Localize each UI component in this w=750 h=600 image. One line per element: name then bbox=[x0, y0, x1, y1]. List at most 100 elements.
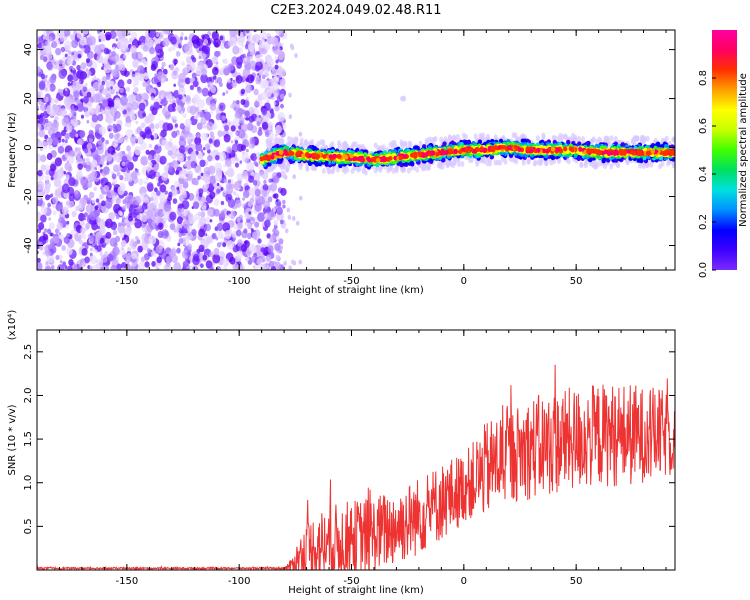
noise-blob bbox=[190, 67, 195, 72]
noise-blob bbox=[39, 116, 47, 126]
noise-blob bbox=[51, 41, 58, 49]
noise-blob bbox=[254, 221, 260, 228]
outlier-point bbox=[400, 95, 407, 102]
noise-blob bbox=[228, 213, 232, 218]
noise-blob bbox=[50, 193, 54, 198]
noise-blob bbox=[64, 88, 68, 92]
noise-blob bbox=[179, 123, 185, 130]
noise-blob bbox=[145, 149, 150, 155]
ridge-halo bbox=[580, 136, 585, 143]
noise-blob bbox=[48, 97, 52, 102]
noise-blob bbox=[173, 83, 176, 87]
noise-blob bbox=[46, 228, 52, 234]
noise-blob bbox=[121, 161, 126, 167]
noise-blob bbox=[116, 263, 122, 270]
ridge-halo bbox=[672, 161, 675, 168]
noise-blob bbox=[282, 199, 286, 205]
noise-blob bbox=[274, 56, 278, 60]
noise-blob bbox=[94, 107, 101, 115]
noise-blob bbox=[227, 63, 234, 71]
ridge-halo bbox=[321, 167, 326, 174]
noise-blob bbox=[159, 155, 167, 165]
noise-blob bbox=[245, 116, 249, 121]
ridge-halo bbox=[455, 133, 460, 140]
noise-blob bbox=[72, 86, 77, 92]
noise-blob bbox=[187, 212, 194, 220]
noise-blob bbox=[70, 107, 76, 115]
noise-blob bbox=[227, 121, 231, 126]
noise-blob bbox=[42, 251, 46, 256]
noise-blob bbox=[46, 62, 54, 71]
noise-blob bbox=[198, 55, 202, 60]
noise-blob bbox=[94, 205, 99, 210]
figure-title: C2E3.2024.049.02.48.R11 bbox=[270, 3, 441, 18]
noise-blob bbox=[229, 257, 236, 265]
noise-blob bbox=[226, 167, 235, 178]
noise-blob bbox=[64, 132, 70, 140]
noise-blob bbox=[52, 137, 59, 146]
noise-blob bbox=[169, 223, 176, 231]
noise-blob bbox=[50, 176, 54, 181]
noise-blob bbox=[277, 112, 286, 122]
noise-blob bbox=[55, 202, 63, 212]
noise-blob bbox=[182, 219, 190, 229]
noise-blob bbox=[78, 147, 81, 151]
noise-blob bbox=[59, 108, 68, 118]
noise-blob bbox=[255, 76, 262, 85]
noise-blob bbox=[291, 216, 296, 222]
noise-blob bbox=[81, 47, 85, 53]
noise-blob bbox=[244, 57, 248, 62]
ridge-halo bbox=[402, 166, 407, 173]
noise-blob bbox=[101, 66, 105, 71]
noise-blob bbox=[213, 198, 220, 206]
noise-blob bbox=[153, 163, 159, 170]
noise-blob bbox=[108, 128, 111, 132]
noise-blob bbox=[117, 185, 125, 196]
noise-blob bbox=[266, 233, 271, 239]
noise-blob bbox=[230, 140, 234, 144]
noise-blob bbox=[236, 173, 244, 182]
noise-blob bbox=[203, 39, 209, 45]
noise-blob bbox=[288, 92, 292, 98]
noise-blob bbox=[209, 102, 217, 111]
ridge-halo bbox=[495, 159, 500, 166]
noise-blob bbox=[223, 188, 227, 193]
noise-blob bbox=[96, 145, 104, 155]
noise-blob bbox=[97, 113, 104, 122]
noise-blob bbox=[104, 238, 110, 244]
noise-blob bbox=[78, 212, 85, 222]
noise-blob bbox=[37, 36, 45, 45]
noise-blob bbox=[115, 38, 119, 42]
noise-blob bbox=[120, 95, 128, 106]
noise-blob bbox=[255, 54, 262, 63]
noise-blob bbox=[131, 252, 137, 260]
noise-blob bbox=[273, 193, 279, 199]
noise-blob bbox=[222, 92, 226, 96]
noise-blob bbox=[282, 204, 286, 209]
noise-blob bbox=[163, 168, 167, 172]
noise-blob bbox=[75, 133, 79, 138]
noise-blob bbox=[247, 200, 253, 207]
noise-blob bbox=[182, 100, 186, 104]
noise-blob bbox=[47, 41, 51, 46]
noise-blob bbox=[58, 69, 67, 80]
noise-blob bbox=[198, 228, 206, 238]
noise-blob bbox=[132, 212, 137, 219]
noise-blob bbox=[274, 229, 279, 234]
ridge-halo bbox=[485, 160, 490, 167]
ridge-halo bbox=[448, 135, 453, 142]
noise-blob bbox=[80, 62, 87, 70]
noise-blob bbox=[45, 194, 50, 201]
noise-blob bbox=[240, 88, 246, 95]
noise-blob bbox=[154, 145, 159, 150]
noise-blob bbox=[132, 200, 137, 206]
noise-blob bbox=[275, 59, 279, 64]
noise-blob bbox=[254, 244, 262, 255]
noise-blob bbox=[257, 212, 265, 222]
noise-blob bbox=[67, 82, 71, 87]
noise-blob bbox=[119, 87, 124, 94]
noise-blob bbox=[94, 237, 101, 244]
noise-blob bbox=[132, 241, 138, 248]
ridge-halo bbox=[535, 135, 540, 142]
noise-blob bbox=[253, 88, 259, 96]
